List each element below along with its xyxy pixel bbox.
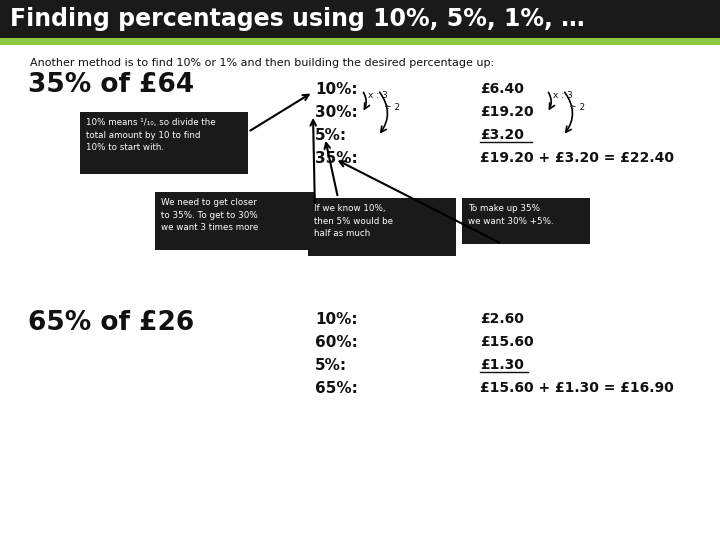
- Bar: [0, 38, 720, 45]
- Text: £19.20 + £3.20 = £22.40: £19.20 + £3.20 = £22.40: [480, 151, 674, 165]
- Text: Finding percentages using 10%, 5%, 1%, …: Finding percentages using 10%, 5%, 1%, …: [10, 7, 585, 31]
- Text: 35%:: 35%:: [315, 151, 358, 166]
- Text: 65%:: 65%:: [315, 381, 358, 396]
- Text: £15.60 + £1.30 = £16.90: £15.60 + £1.30 = £16.90: [480, 381, 674, 395]
- Text: £1.30: £1.30: [480, 358, 524, 372]
- Text: If we know 10%,
then 5% would be
half as much: If we know 10%, then 5% would be half as…: [314, 204, 393, 238]
- Text: x : 3: x : 3: [368, 91, 388, 99]
- Text: ÷ 2: ÷ 2: [569, 103, 585, 111]
- Text: We need to get closer
to 35%. To get to 30%
we want 3 times more: We need to get closer to 35%. To get to …: [161, 198, 258, 232]
- Bar: [80, 112, 248, 174]
- Text: 60%:: 60%:: [315, 335, 358, 350]
- Bar: [462, 198, 590, 244]
- Text: Another method is to find 10% or 1% and then building the desired percentage up:: Another method is to find 10% or 1% and …: [30, 58, 494, 68]
- Text: 5%:: 5%:: [315, 358, 347, 373]
- Text: To make up 35%
we want 30% +5%.: To make up 35% we want 30% +5%.: [468, 204, 554, 226]
- Text: 65% of £26: 65% of £26: [28, 310, 194, 336]
- Text: x : 3: x : 3: [553, 91, 572, 99]
- Text: 30%:: 30%:: [315, 105, 358, 120]
- Bar: [155, 192, 315, 250]
- Bar: [0, 0, 720, 38]
- Text: 10%:: 10%:: [315, 82, 358, 97]
- Text: 10% means ¹/₁₀, so divide the
total amount by 10 to find
10% to start with.: 10% means ¹/₁₀, so divide the total amou…: [86, 118, 215, 152]
- Text: 10%:: 10%:: [315, 312, 358, 327]
- Text: £6.40: £6.40: [480, 82, 524, 96]
- Text: £2.60: £2.60: [480, 312, 524, 326]
- Text: 5%:: 5%:: [315, 128, 347, 143]
- Bar: [308, 198, 456, 256]
- Text: £19.20: £19.20: [480, 105, 534, 119]
- Text: £15.60: £15.60: [480, 335, 534, 349]
- Text: ÷ 2: ÷ 2: [384, 103, 400, 111]
- Text: 35% of £64: 35% of £64: [28, 72, 194, 98]
- Text: £3.20: £3.20: [480, 128, 524, 142]
